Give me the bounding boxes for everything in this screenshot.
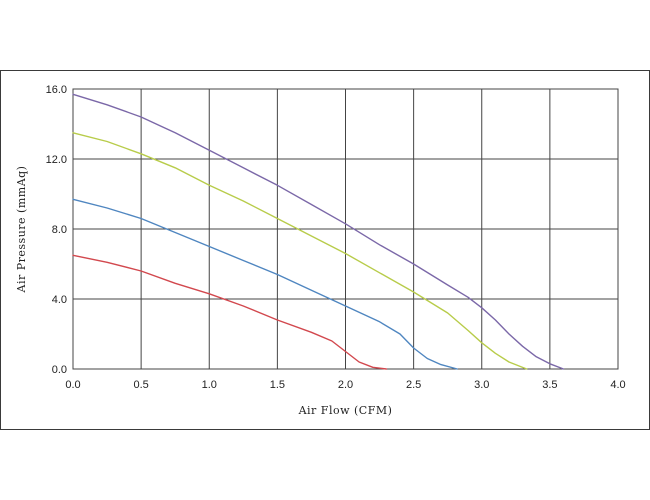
series-line-1 [72,93,565,370]
x-tick-label: 2.0 [338,379,353,391]
air-flow-pressure-chart: 0.0 0.5 1.0 1.5 2.0 2.5 3.0 3.5 4.0 0.0 4.0 8.0 12.0… [15,84,626,417]
x-tick-label: 0.5 [133,379,148,391]
series-line-3 [72,198,458,370]
y-tick-label: 4.0 [52,294,67,306]
y-tick-label: 16.0 [46,84,67,96]
y-axis-title: Air Pressure (mmAq) [15,166,28,294]
series-line-4 [72,254,388,370]
tick-labels: 0.0 0.5 1.0 1.5 2.0 2.5 3.0 3.5 4.0 0.0 4.0 8.0 12.0… [46,84,626,391]
x-tick-label: 2.5 [406,379,421,391]
series-lines [72,93,565,370]
x-tick-label: 3.5 [542,379,557,391]
series-line-2 [72,132,528,370]
plot-area-border [72,88,619,370]
x-tick-label: 4.0 [610,379,625,391]
x-axis-title: Air Flow (CFM) [298,404,393,417]
chart-frame: 0.0 0.5 1.0 1.5 2.0 2.5 3.0 3.5 4.0 0.0 4.0 8.0 12.0… [0,70,650,430]
x-tick-label: 1.5 [270,379,285,391]
y-tick-label: 12.0 [46,154,67,166]
y-tick-label: 8.0 [52,224,67,236]
x-tick-label: 3.0 [474,379,489,391]
grid-lines [72,88,619,370]
x-tick-label: 0.0 [65,379,80,391]
y-tick-label: 0.0 [52,364,67,376]
x-tick-label: 1.0 [202,379,217,391]
